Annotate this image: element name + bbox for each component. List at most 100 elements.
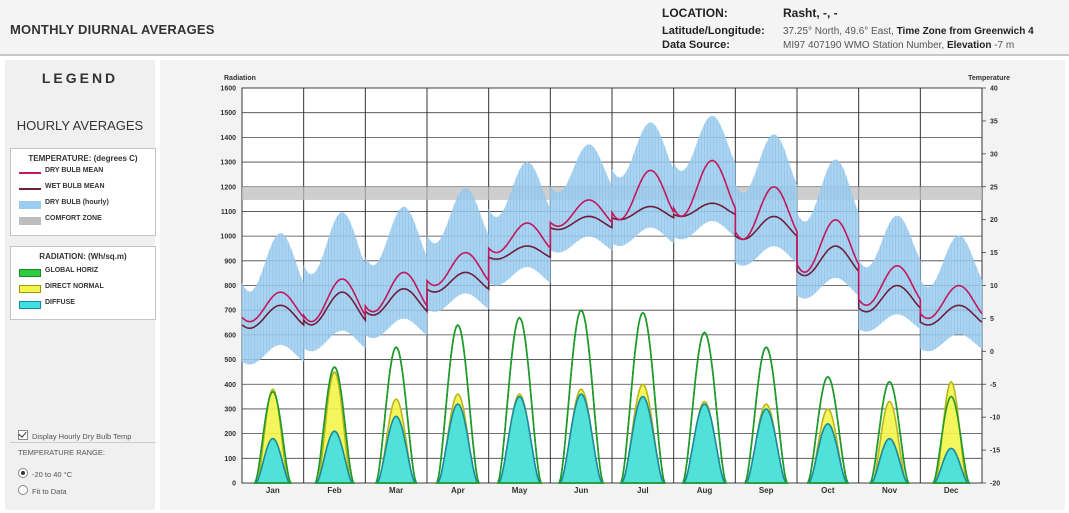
chart-area: 0 100 200 300 400 500 600 700 800 900 1000 1100 1200… [160, 60, 1065, 510]
radiation-legend-heading: RADIATION: (Wh/sq.m) [39, 252, 127, 261]
legend-item-label: DRY BULB (hourly) [45, 199, 109, 206]
month-label: Jan [266, 486, 280, 495]
right-tick-label: -20 [990, 481, 1000, 488]
legend-item-label: DRY BULB MEAN [45, 167, 104, 174]
right-tick-label: 30 [990, 151, 998, 158]
legend-item-dry-bulb-hourly: DRY BULB (hourly) [19, 199, 153, 211]
legend-item-label: DIRECT NORMAL [45, 283, 104, 290]
left-tick-label: 800 [224, 283, 236, 290]
global-horiz-outline [931, 395, 971, 484]
month-label: Feb [327, 486, 341, 495]
header-bar: MONTHLY DIURNAL AVERAGES LOCATION: Rasht… [0, 0, 1069, 56]
right-tick-label: 5 [990, 316, 994, 323]
left-tick-label: 900 [224, 258, 236, 265]
global-horiz-outline [496, 316, 543, 484]
right-tick-label: 20 [990, 217, 998, 224]
global-horiz-outline [435, 323, 481, 484]
month-label: Nov [882, 486, 898, 495]
diffuse-area [869, 437, 910, 484]
legend-item-label: GLOBAL HORIZ [45, 267, 99, 274]
global-horiz-swatch [19, 269, 41, 277]
month-label: Sep [759, 486, 774, 495]
right-axis-title: Temperature [968, 75, 1010, 82]
left-tick-label: 1300 [220, 160, 236, 167]
diffuse-area [682, 403, 727, 484]
left-tick-label: 1400 [220, 135, 236, 142]
latlon-value-line: 37.25° North, 49.6° East, Time Zone from… [783, 26, 1034, 37]
global-horiz-outline [869, 380, 910, 484]
legend-item-diffuse: DIFFUSE [19, 299, 153, 311]
checkbox-icon[interactable] [18, 430, 28, 440]
global-horiz-outline [558, 309, 605, 484]
month-label: Aug [697, 486, 713, 495]
divider [10, 442, 156, 443]
month-label: Oct [821, 486, 835, 495]
diffuse-area [744, 407, 788, 484]
legend-sidebar: LEGEND HOURLY AVERAGES TEMPERATURE: (deg… [5, 60, 156, 510]
location-label: LOCATION: [662, 6, 728, 20]
source-value: MI97 407190 WMO Station Number, [783, 40, 945, 51]
direct-normal-swatch [19, 285, 41, 293]
diffuse-area [253, 437, 292, 484]
latlon-label: Latitude/Longitude: [662, 25, 765, 37]
left-tick-label: 600 [224, 332, 236, 339]
right-tick-label: 10 [990, 283, 998, 290]
diffuse-area [436, 403, 480, 484]
global-horiz-outline [619, 311, 666, 484]
elevation-label: Elevation [946, 40, 992, 51]
legend-item-comfort-zone: COMFORT ZONE [19, 215, 153, 227]
month-label: May [512, 486, 528, 495]
month-label: Jul [637, 486, 649, 495]
left-tick-label: 500 [224, 357, 236, 364]
left-tick-label: 1200 [220, 184, 236, 191]
global-horiz-outline [374, 346, 418, 484]
global-horiz-outline [253, 390, 293, 484]
elevation-value: -7 m [994, 40, 1015, 51]
left-tick-label: 400 [224, 382, 236, 389]
right-tick-label: 25 [990, 184, 998, 191]
diffuse-area [558, 393, 604, 484]
right-tick-label: -5 [990, 382, 996, 389]
legend-item-dry-bulb-mean: DRY BULB MEAN [19, 167, 153, 179]
right-tick-label: 35 [990, 118, 998, 125]
temperature-legend-box: TEMPERATURE: (degrees C) DRY BULB MEAN W… [10, 148, 156, 236]
comfort-zone-swatch [19, 217, 41, 225]
left-tick-label: 100 [224, 456, 236, 463]
temperature-legend-heading: TEMPERATURE: (degrees C) [28, 154, 138, 163]
radio-icon[interactable] [18, 485, 28, 495]
latlon-value: 37.25° North, 49.6° East, [783, 26, 894, 37]
legend-item-direct-normal: DIRECT NORMAL [19, 283, 153, 295]
range-option-fit[interactable]: Fit to Data [18, 485, 67, 496]
radio-icon[interactable] [18, 468, 28, 478]
legend-item-label: DIFFUSE [45, 299, 75, 306]
diffuse-area [931, 447, 971, 484]
dry-bulb-mean-line [241, 159, 983, 323]
global-horiz-outline [681, 331, 728, 484]
dry-bulb-mean-swatch [19, 172, 41, 174]
diffuse-area [314, 430, 355, 484]
diurnal-chart: 0100200300400500600700800900100011001200… [220, 75, 1010, 495]
month-label: Apr [451, 486, 465, 495]
legend-item-label: COMFORT ZONE [45, 215, 102, 222]
right-tick-label: -10 [990, 415, 1000, 422]
timezone-label: Time Zone from Greenwich [896, 26, 1026, 37]
right-tick-label: 15 [990, 250, 998, 257]
display-hourly-checkbox[interactable]: Display Hourly Dry Bulb Temp [18, 430, 131, 441]
source-value-line: MI97 407190 WMO Station Number, Elevatio… [783, 40, 1014, 51]
range-option-label: Fit to Data [32, 487, 67, 496]
left-tick-label: 300 [224, 406, 236, 413]
hourly-averages-title: HOURLY AVERAGES [16, 118, 144, 133]
diffuse-swatch [19, 301, 41, 309]
range-label: TEMPERATURE RANGE: [18, 448, 105, 457]
dry-bulb-hourly-swatch [19, 201, 41, 209]
diffuse-area [375, 415, 417, 484]
timezone-value: 4 [1028, 26, 1034, 37]
location-value: Rasht, -, - [783, 6, 838, 20]
source-label: Data Source: [662, 39, 730, 51]
left-tick-label: 1100 [221, 209, 236, 216]
right-tick-label: -15 [990, 448, 1000, 455]
month-label: Jun [574, 486, 588, 495]
radiation-legend-box: RADIATION: (Wh/sq.m) GLOBAL HORIZ DIRECT… [10, 246, 156, 320]
diffuse-area [497, 395, 542, 484]
range-option-fixed[interactable]: -20 to 40 °C [18, 468, 72, 479]
